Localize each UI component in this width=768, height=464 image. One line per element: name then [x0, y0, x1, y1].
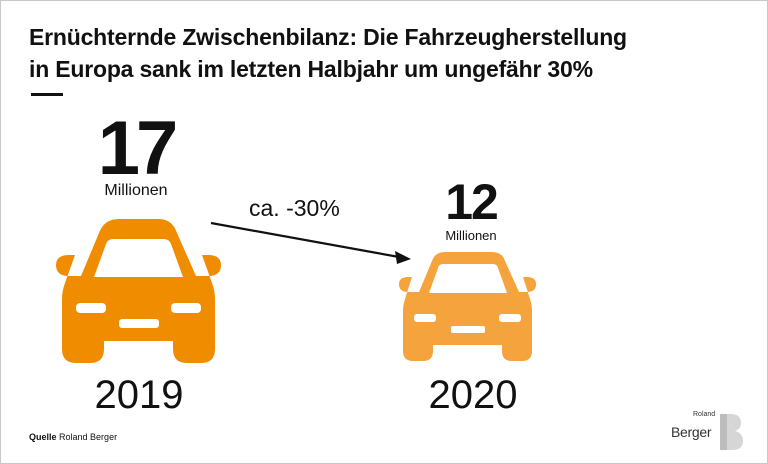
logo-big-text: Berger — [671, 424, 712, 440]
source-text: Roland Berger — [59, 432, 118, 442]
value-2020: 12 — [445, 174, 499, 230]
unit-2020: Millionen — [445, 228, 497, 243]
car-2020-details — [414, 264, 521, 333]
decrease-arrow-icon — [210, 221, 411, 264]
source-label: Quelle — [29, 432, 57, 442]
title-line-1: Ernüchternde Zwischenbilanz: Die Fahrzeu… — [29, 24, 627, 50]
year-2019: 2019 — [94, 373, 184, 417]
roland-berger-logo: Roland Berger — [671, 411, 746, 453]
value-2019: 17 — [97, 106, 179, 191]
car-2019-icon — [56, 219, 221, 363]
source-note: Quelle Roland Berger — [29, 432, 117, 442]
logo-small-text: Roland — [693, 411, 716, 418]
infographic-title: Ernüchternde Zwischenbilanz: Die Fahrzeu… — [29, 21, 627, 85]
change-label: ca. -30% — [249, 195, 340, 221]
unit-2019: Millionen — [104, 182, 168, 199]
logo-b-mark-icon — [720, 414, 743, 450]
title-underline — [31, 93, 63, 96]
year-2020: 2020 — [428, 373, 518, 417]
title-line-2: in Europa sank im letzten Halbjahr um un… — [29, 56, 593, 82]
car-2019-details — [76, 239, 201, 328]
